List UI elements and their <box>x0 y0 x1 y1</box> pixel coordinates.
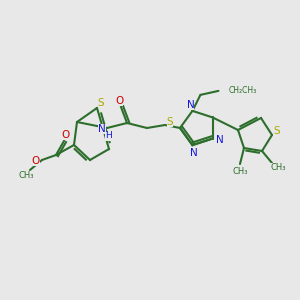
Text: N: N <box>187 100 194 110</box>
Text: N: N <box>216 135 224 145</box>
Text: H: H <box>105 131 111 140</box>
Text: N: N <box>98 124 106 134</box>
Text: O: O <box>32 156 40 166</box>
Text: CH₃: CH₃ <box>270 163 286 172</box>
Text: O: O <box>115 96 123 106</box>
Text: CH₃: CH₃ <box>18 170 34 179</box>
Text: N: N <box>190 148 197 158</box>
Text: CH₃: CH₃ <box>232 167 248 176</box>
Text: O: O <box>61 130 69 140</box>
Text: S: S <box>98 98 104 108</box>
Text: CH₂CH₃: CH₂CH₃ <box>228 86 257 95</box>
Text: S: S <box>167 117 173 127</box>
Text: S: S <box>274 126 280 136</box>
